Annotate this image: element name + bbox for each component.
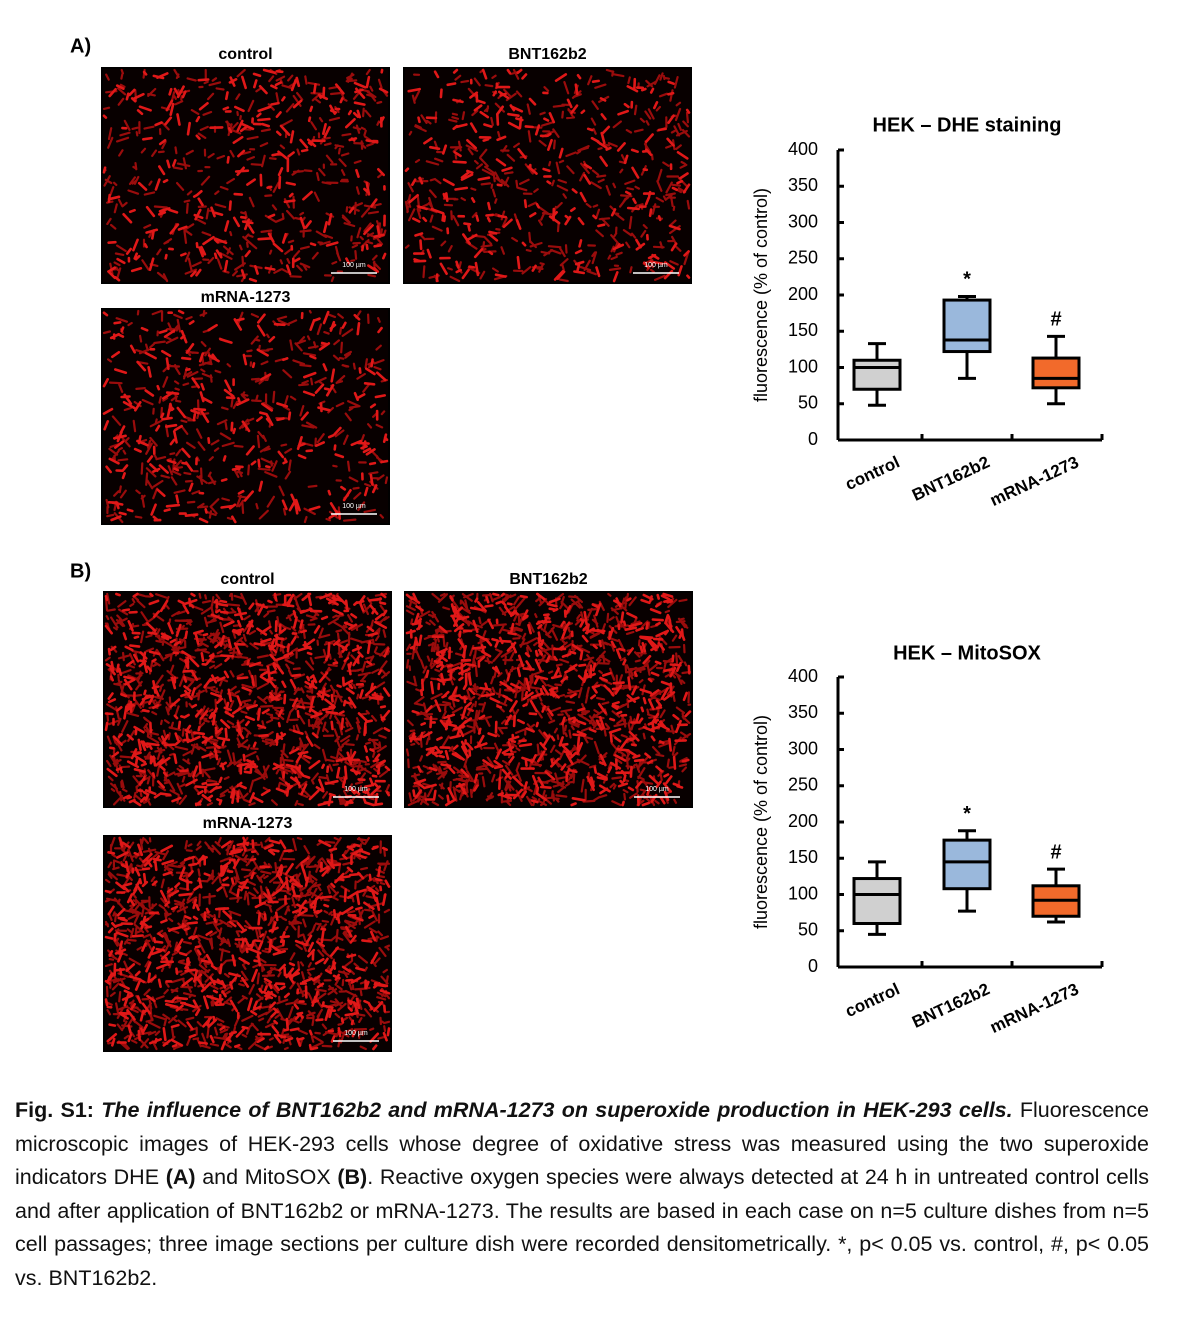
significance-marker: # [1050,841,1061,863]
y-tick-label: 400 [788,139,818,159]
y-axis-label: fluorescence (% of control) [751,715,771,929]
box [942,298,992,354]
image-title: mRNA-1273 [203,815,293,832]
y-tick-label: 250 [788,248,818,268]
cell-texture [404,68,691,283]
box [942,838,992,891]
figure: A) control 100 µm BNT162b2 100 µm mRNA-1273 10… [70,35,1104,1052]
y-tick-label: 50 [798,393,818,413]
y-tick-label: 100 [788,883,818,903]
x-tick-label: BNT162b2 [909,452,992,504]
scale-bar-label: 100 µm [644,262,668,269]
image-title: control [220,571,274,588]
chart-title: HEK – MitoSOX [893,642,1041,664]
panel-label: B) [70,560,91,582]
image-title: control [218,46,272,63]
box [1031,356,1081,390]
y-tick-label: 250 [788,775,818,795]
y-tick-label: 200 [788,284,818,304]
cell-texture [104,592,391,807]
image-title: mRNA-1273 [201,289,291,306]
chart-title: HEK – DHE staining [873,114,1062,136]
caption-label: Fig. S1: [15,1098,94,1122]
caption-text: . Reactive oxygen species were always de… [15,1165,1149,1290]
y-tick-label: 100 [788,356,818,376]
y-tick-label: 0 [808,429,818,449]
scale-bar-label: 100 µm [342,503,366,510]
caption-title: The influence of BNT162b2 and mRNA-1273 … [101,1098,1013,1122]
x-tick-label: control [842,979,902,1021]
cell-texture [405,592,692,807]
micrograph [101,308,390,525]
image-title: BNT162b2 [508,46,586,63]
caption: Fig. S1: The influence of BNT162b2 and m… [15,1094,1149,1295]
x-tick-label: mRNA-1273 [987,452,1082,510]
scale-bar-label: 100 µm [645,786,669,793]
y-tick-label: 300 [788,211,818,231]
box [852,877,902,925]
panel-label: A) [70,35,91,57]
significance-marker: * [963,269,971,291]
y-tick-label: 300 [788,738,818,758]
y-axis-label: fluorescence (% of control) [751,188,771,402]
cell-texture [102,309,389,524]
y-tick-label: 400 [788,666,818,686]
significance-marker: # [1050,309,1061,331]
caption-text: Fluorescence microscopic images of HEK-2… [15,1098,1149,1189]
micrograph [101,67,390,284]
caption-text: and MitoSOX [202,1165,331,1189]
y-tick-label: 200 [788,811,818,831]
x-tick-label: BNT162b2 [909,979,992,1031]
cell-texture [102,309,389,524]
box [852,358,902,391]
y-tick-label: 150 [788,320,818,340]
y-tick-label: 350 [788,702,818,722]
scale-bar-label: 100 µm [344,1030,368,1037]
significance-marker: * [963,803,971,825]
y-tick-label: 0 [808,956,818,976]
image-title: BNT162b2 [509,571,587,588]
scale-bar-label: 100 µm [342,262,366,269]
y-tick-label: 150 [788,847,818,867]
cell-texture [405,592,692,807]
x-tick-label: mRNA-1273 [987,979,1082,1037]
y-tick-label: 50 [798,920,818,940]
scale-bar-label: 100 µm [344,786,368,793]
x-tick-label: control [842,452,902,494]
caption-ref: (B) [337,1165,368,1189]
y-tick-label: 350 [788,175,818,195]
caption-ref: (A) [165,1165,196,1189]
cell-texture [104,836,391,1051]
cell-texture [102,68,389,283]
